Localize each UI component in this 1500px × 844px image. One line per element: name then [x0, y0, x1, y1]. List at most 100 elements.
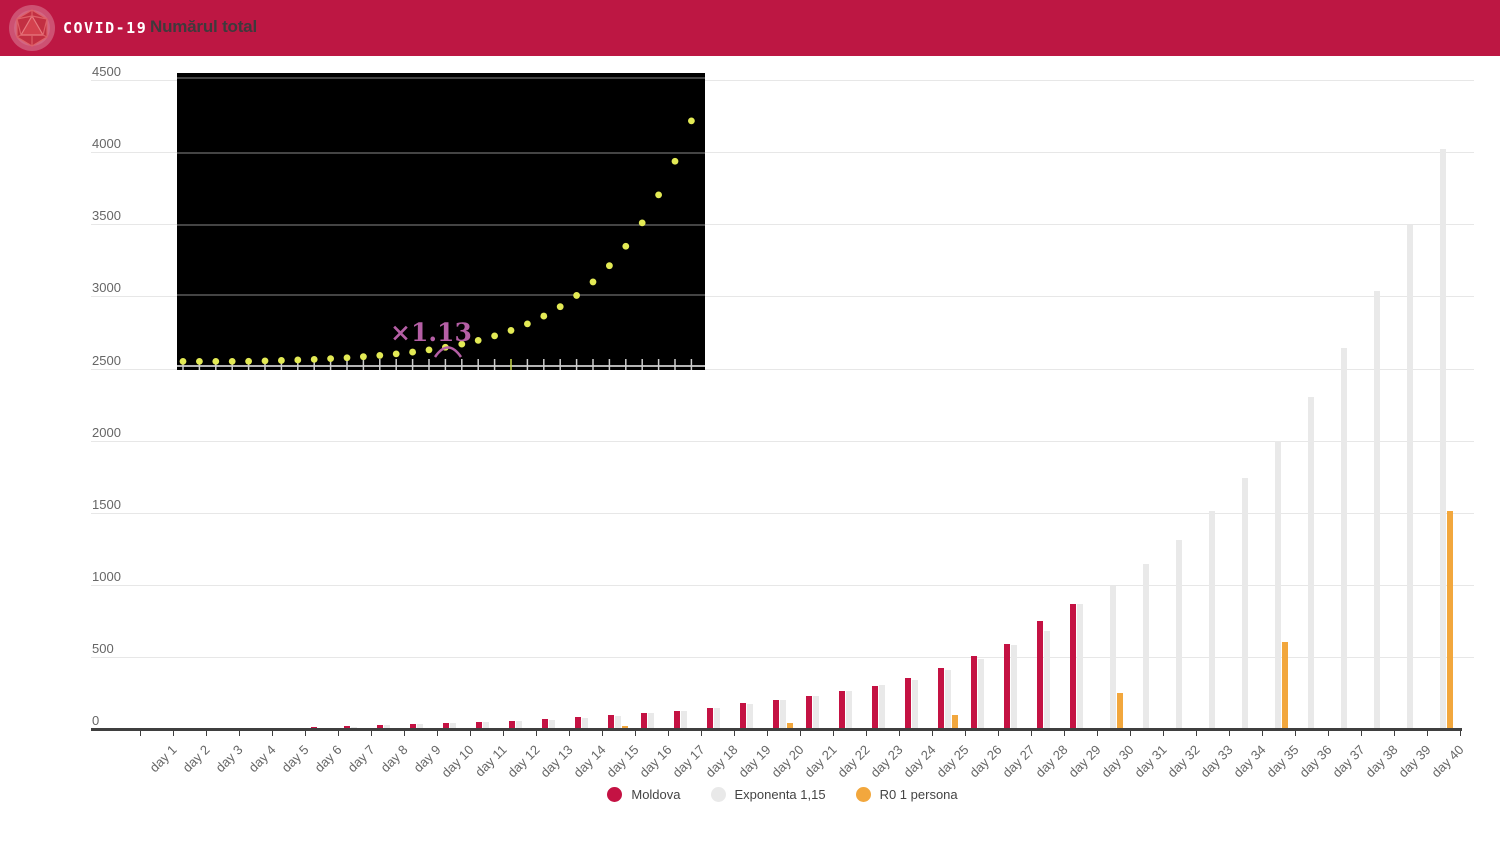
bar-moldova-day-18[interactable] [706, 707, 713, 729]
bar-exponenta-1-15-day-24[interactable] [911, 679, 918, 729]
axis-tick [800, 730, 801, 736]
axis-tick [371, 730, 372, 736]
legend-item-r0-1-persona[interactable]: R0 1 persona [855, 787, 958, 802]
bar-moldova-day-17[interactable] [673, 710, 680, 729]
axis-tick [140, 730, 141, 736]
bar-exponenta-1-15-day-32[interactable] [1175, 539, 1182, 729]
gridline [91, 152, 1474, 154]
axis-tick [1328, 730, 1329, 736]
bar-exponenta-1-15-day-29[interactable] [1076, 604, 1083, 729]
bar-exponenta-1-15-day-10[interactable] [449, 723, 456, 729]
bar-moldova-day-24[interactable] [904, 678, 911, 729]
bar-moldova-day-20[interactable] [772, 700, 779, 729]
growth-factor-label: ×1.13 [390, 318, 472, 347]
bar-exponenta-1-15-day-19[interactable] [746, 704, 753, 729]
y-axis-label: 2500 [92, 352, 121, 368]
bar-moldova-day-13[interactable] [541, 719, 548, 729]
x-axis-line [91, 727, 1462, 731]
bar-exponenta-1-15-day-12[interactable] [515, 720, 522, 729]
bar-exponenta-1-15-day-18[interactable] [713, 708, 720, 729]
axis-tick [1361, 730, 1362, 736]
bar-exponenta-1-15-day-13[interactable] [548, 719, 555, 729]
bar-r0-1-persona-day-40[interactable] [1446, 511, 1453, 729]
bar-moldova-day-28[interactable] [1036, 620, 1043, 729]
growth-arc [433, 346, 463, 358]
growth-dot [540, 312, 548, 320]
growth-dot [196, 358, 203, 365]
exponential-inset-image: ×1.13 [177, 73, 709, 370]
bar-r0-1-persona-day-15[interactable] [621, 725, 628, 729]
bar-exponenta-1-15-day-37[interactable] [1340, 347, 1347, 729]
growth-dot [261, 357, 269, 365]
gridline [91, 224, 1474, 226]
legend-item-exponenta-1-15[interactable]: Exponenta 1,15 [710, 787, 826, 802]
bar-exponenta-1-15-day-28[interactable] [1043, 630, 1050, 729]
bar-exponenta-1-15-day-23[interactable] [878, 685, 885, 729]
bar-exponenta-1-15-day-39[interactable] [1406, 224, 1413, 729]
growth-dot [294, 356, 302, 364]
axis-tick [734, 730, 735, 736]
legend-item-moldova[interactable]: Moldova [607, 787, 681, 802]
bar-exponenta-1-15-day-35[interactable] [1274, 440, 1281, 729]
bar-moldova-day-7[interactable] [343, 725, 350, 729]
bar-exponenta-1-15-day-21[interactable] [812, 695, 819, 729]
axis-tick [866, 730, 867, 736]
y-axis-label: 4000 [92, 136, 121, 152]
bar-exponenta-1-15-day-14[interactable] [581, 718, 588, 729]
bar-moldova-day-9[interactable] [409, 723, 416, 729]
bar-r0-1-persona-day-35[interactable] [1281, 642, 1288, 729]
bar-exponenta-1-15-day-34[interactable] [1241, 478, 1248, 729]
bar-exponenta-1-15-day-25[interactable] [944, 670, 951, 729]
axis-tick [1394, 730, 1395, 736]
bar-r0-1-persona-day-30[interactable] [1116, 692, 1123, 729]
bar-r0-1-persona-day-20[interactable] [786, 722, 793, 729]
bar-exponenta-1-15-day-33[interactable] [1208, 511, 1215, 729]
growth-dot [556, 303, 564, 311]
bar-moldova-day-12[interactable] [508, 720, 515, 729]
bar-exponenta-1-15-day-22[interactable] [845, 690, 852, 729]
gridline [91, 296, 1474, 298]
bar-exponenta-1-15-day-40[interactable] [1439, 149, 1446, 729]
bar-exponenta-1-15-day-36[interactable] [1307, 397, 1314, 729]
bar-moldova-day-8[interactable] [376, 724, 383, 729]
bar-exponenta-1-15-day-15[interactable] [614, 715, 621, 729]
bar-exponenta-1-15-day-20[interactable] [779, 699, 786, 729]
bar-moldova-day-19[interactable] [739, 703, 746, 729]
bar-moldova-day-23[interactable] [871, 686, 878, 729]
axis-tick [1295, 730, 1296, 736]
bar-exponenta-1-15-day-16[interactable] [647, 713, 654, 729]
bar-exponenta-1-15-day-31[interactable] [1142, 564, 1149, 729]
growth-dot [458, 340, 466, 348]
bar-moldova-day-11[interactable] [475, 721, 482, 729]
bar-exponenta-1-15-day-9[interactable] [416, 723, 423, 729]
bar-exponenta-1-15-day-26[interactable] [977, 658, 984, 729]
growth-dot [507, 327, 515, 334]
bar-exponenta-1-15-day-30[interactable] [1109, 585, 1116, 729]
axis-tick [173, 730, 174, 736]
bar-exponenta-1-15-day-27[interactable] [1010, 645, 1017, 729]
bar-moldova-day-15[interactable] [607, 715, 614, 729]
bar-exponenta-1-15-day-8[interactable] [383, 725, 390, 729]
bar-moldova-day-29[interactable] [1069, 604, 1076, 729]
axis-tick [767, 730, 768, 736]
bar-moldova-day-26[interactable] [970, 656, 977, 729]
bar-moldova-day-10[interactable] [442, 723, 449, 729]
bar-moldova-day-14[interactable] [574, 717, 581, 729]
bar-r0-1-persona-day-25[interactable] [951, 714, 958, 729]
growth-dot [392, 350, 400, 358]
axis-tick [404, 730, 405, 736]
bar-moldova-day-21[interactable] [805, 695, 812, 729]
bar-exponenta-1-15-day-38[interactable] [1373, 290, 1380, 729]
nav-item-numarul-total[interactable]: Numărul total [150, 17, 257, 36]
legend-label-moldova: Moldova [631, 787, 681, 802]
axis-tick [206, 730, 207, 736]
axis-tick [998, 730, 999, 736]
bar-moldova-day-22[interactable] [838, 691, 845, 729]
bar-moldova-day-25[interactable] [937, 668, 944, 729]
bar-exponenta-1-15-day-11[interactable] [482, 722, 489, 729]
bar-exponenta-1-15-day-17[interactable] [680, 710, 687, 729]
growth-dot [638, 219, 646, 227]
bar-moldova-day-16[interactable] [640, 713, 647, 729]
bar-moldova-day-27[interactable] [1003, 643, 1010, 729]
